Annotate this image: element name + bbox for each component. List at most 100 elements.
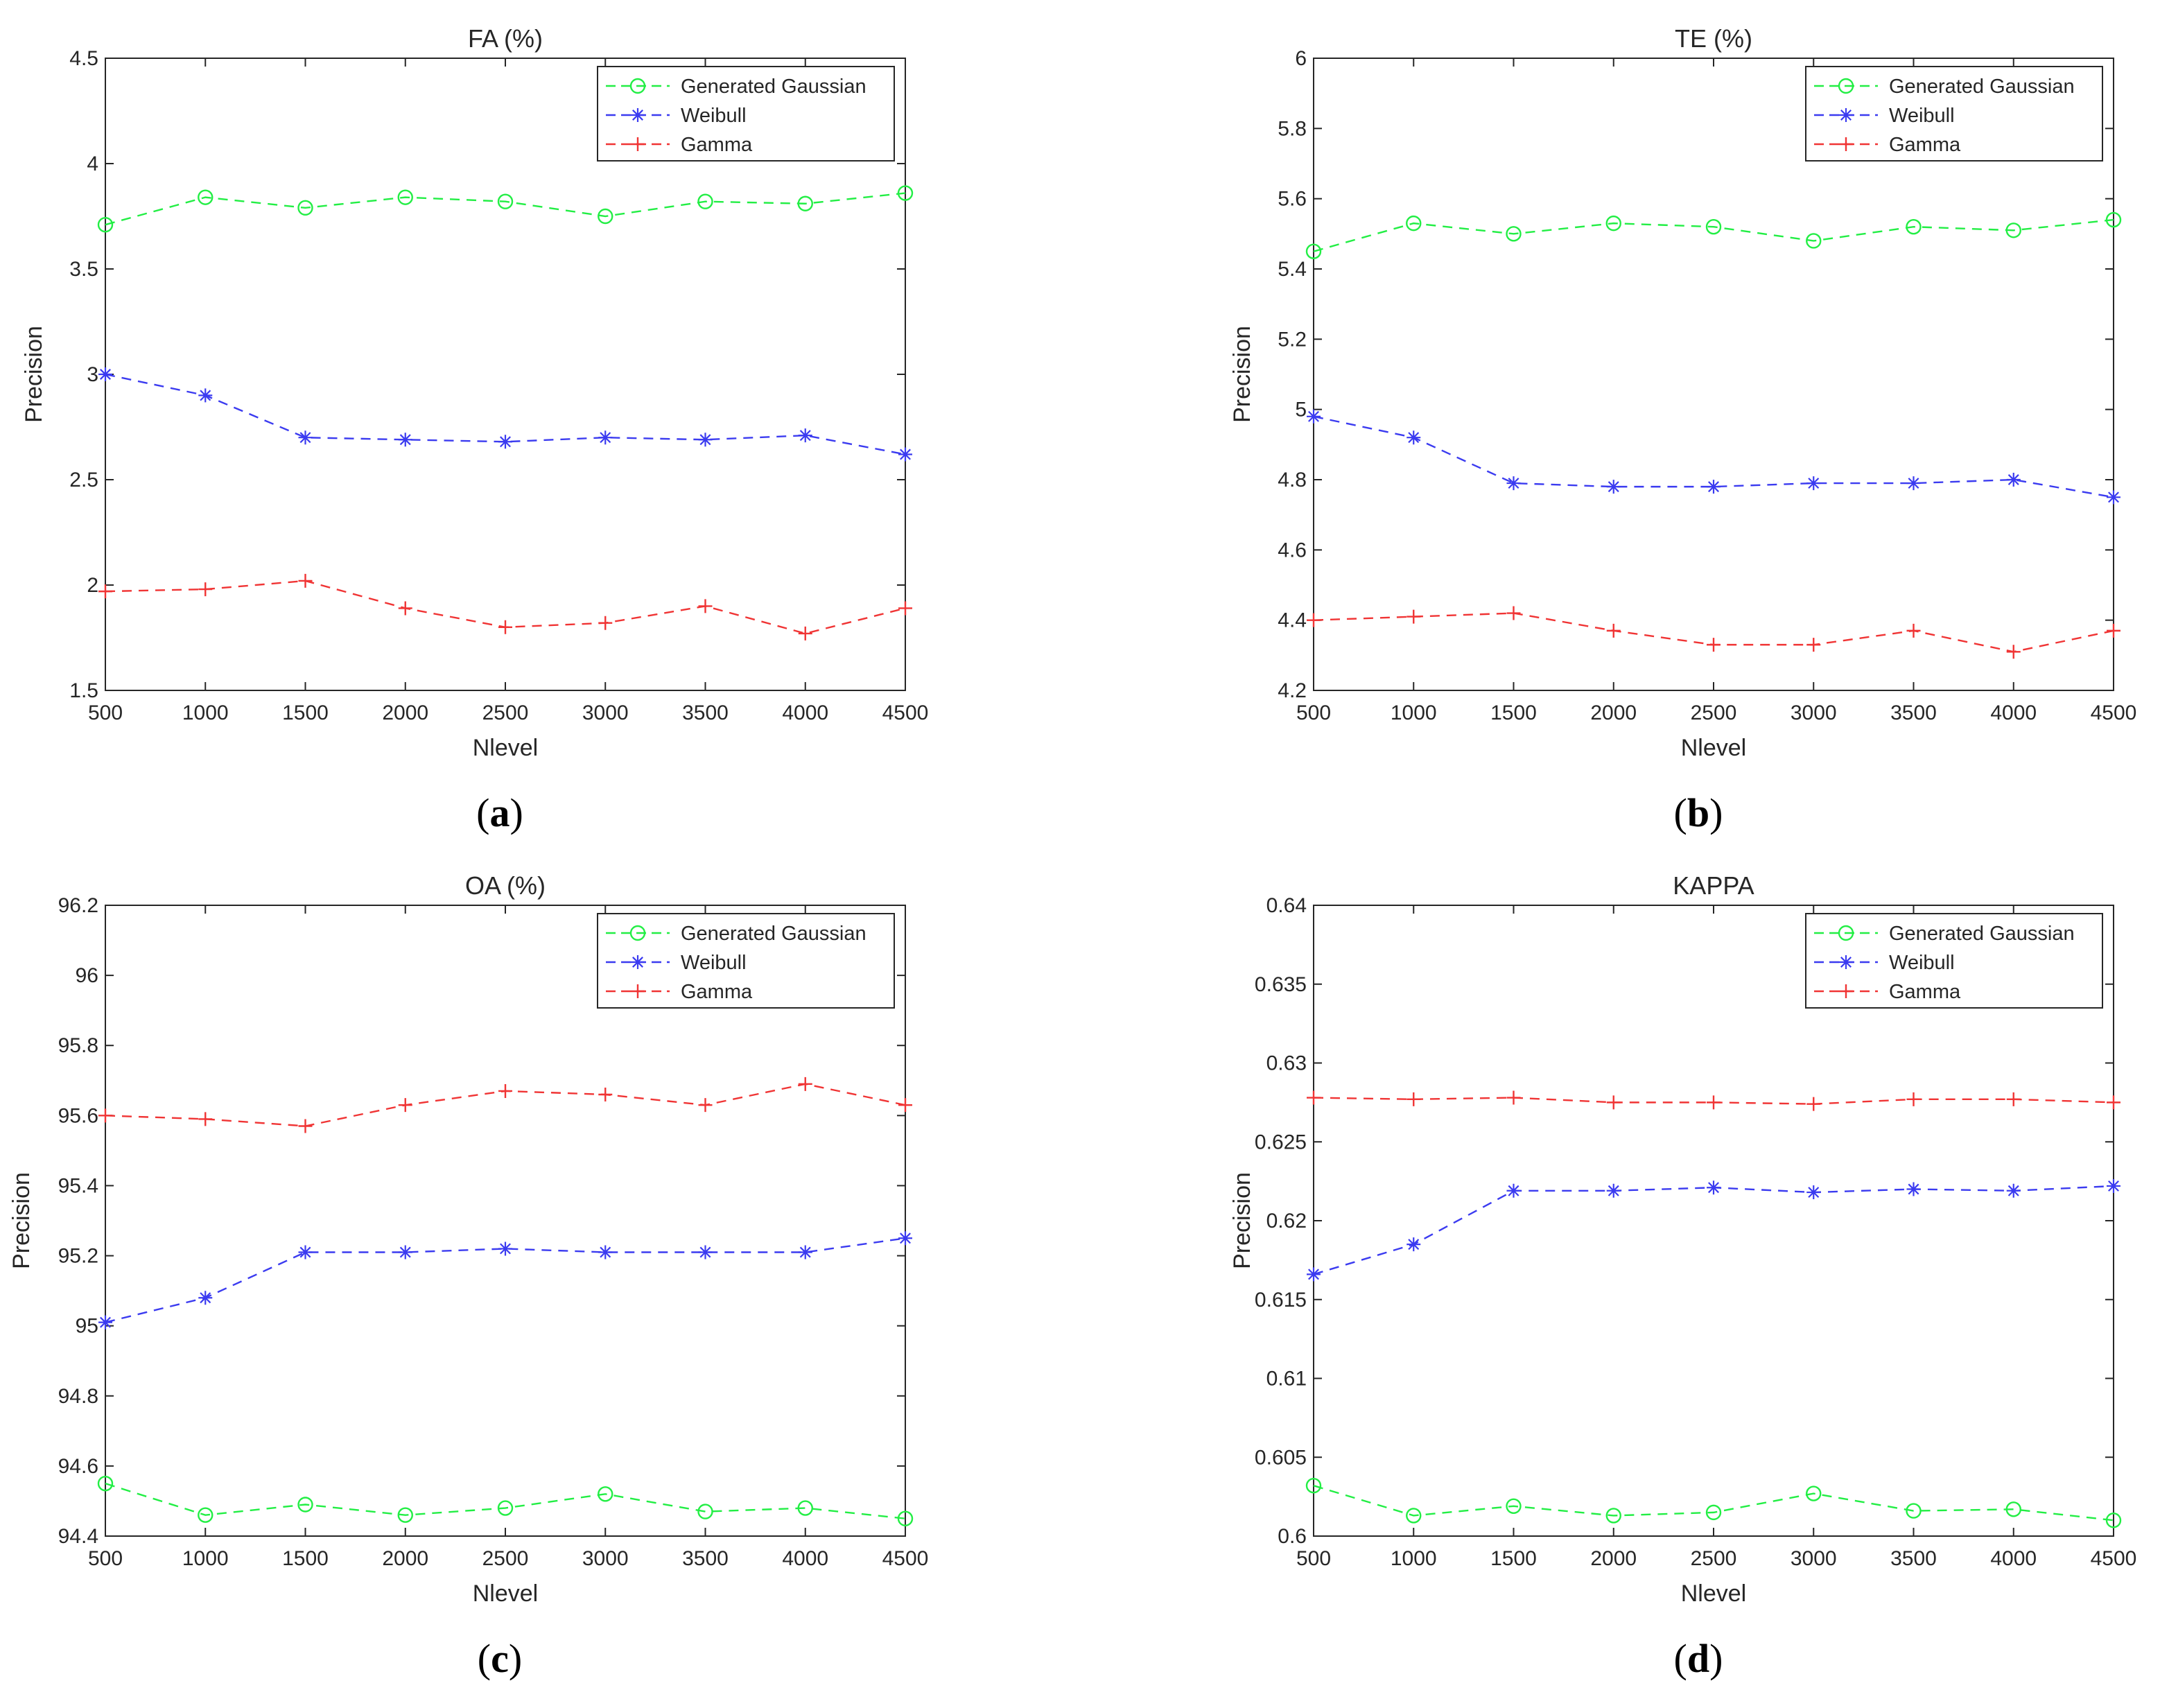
panel-label-letter: d bbox=[1687, 1636, 1709, 1681]
series-gaussian bbox=[97, 1475, 914, 1526]
y-tick-label: 2.5 bbox=[69, 469, 98, 491]
y-tick-label: 94.6 bbox=[58, 1455, 98, 1478]
y-tick-label: 4.6 bbox=[1278, 539, 1307, 561]
data-point-weibull bbox=[2107, 1178, 2120, 1193]
series-line-gaussian bbox=[105, 192, 906, 226]
y-axis-label: Precision bbox=[1229, 1172, 1255, 1269]
chart-panel-c: 94.4 94.6 94.8 95 95.2 95.4 95.6 95.8 96 96.2 500 1… bbox=[8, 871, 928, 1681]
data-point-gamma bbox=[898, 601, 912, 616]
data-point-gamma bbox=[798, 1077, 812, 1091]
data-point-gaussian bbox=[1806, 233, 1822, 249]
series-line-gaussian bbox=[1313, 1485, 2114, 1522]
data-point-weibull bbox=[1906, 1182, 1921, 1196]
data-point-gaussian bbox=[697, 193, 713, 209]
data-point-weibull bbox=[498, 1241, 512, 1256]
chart-panel-d: 0.6 0.605 0.61 0.615 0.62 0.625 0.63 0.635 0.64 5… bbox=[1229, 871, 2136, 1681]
x-tick-label: 2500 bbox=[482, 702, 529, 724]
series-gamma bbox=[98, 573, 912, 640]
plot-area-frame bbox=[1313, 905, 2114, 1537]
data-point-gamma bbox=[198, 1112, 213, 1126]
y-tick-label: 0.6 bbox=[1278, 1525, 1307, 1548]
series-gamma bbox=[98, 1077, 912, 1133]
legend: Generated Gaussian Weibull Gamma bbox=[597, 66, 895, 162]
x-axis-label: Nlevel bbox=[1681, 735, 1746, 761]
data-point-weibull bbox=[1406, 1237, 1421, 1252]
data-point-gamma bbox=[2006, 645, 2021, 659]
data-point-weibull bbox=[298, 1245, 313, 1260]
x-tick-label: 2500 bbox=[482, 1547, 529, 1570]
chart-title: OA (%) bbox=[465, 871, 546, 900]
data-point-gamma bbox=[1307, 1090, 1321, 1105]
x-tick-label: 1500 bbox=[282, 1547, 329, 1570]
y-tick-label: 95.2 bbox=[58, 1245, 98, 1268]
data-point-weibull bbox=[498, 435, 512, 449]
data-point-gaussian bbox=[198, 189, 214, 205]
y-tick-label: 0.62 bbox=[1266, 1210, 1307, 1232]
data-point-gaussian bbox=[1605, 215, 1621, 232]
y-tick-label: 3.5 bbox=[69, 258, 98, 281]
y-axis-label: Precision bbox=[21, 326, 47, 423]
data-point-gaussian bbox=[2005, 1501, 2021, 1517]
x-tick-label: 3000 bbox=[1791, 1547, 1837, 1570]
x-tick-label: 2000 bbox=[382, 1547, 428, 1570]
data-point-gaussian bbox=[1406, 215, 1422, 232]
x-tick-label: 4000 bbox=[1990, 702, 2037, 724]
x-tick-label: 4500 bbox=[882, 1547, 929, 1570]
series-weibull bbox=[1307, 409, 2120, 505]
y-tick-label: 96.2 bbox=[58, 894, 98, 917]
legend-marker-gamma bbox=[1839, 137, 1853, 151]
panel-label: (d) bbox=[1674, 1636, 1723, 1681]
y-tick-label: 5.4 bbox=[1278, 258, 1307, 281]
y-tick-label: 4.5 bbox=[69, 47, 98, 70]
x-tick-label: 4500 bbox=[2091, 1547, 2137, 1570]
data-point-gaussian bbox=[598, 208, 613, 225]
data-point-gaussian bbox=[2105, 211, 2122, 228]
y-axis-label: Precision bbox=[8, 1172, 35, 1269]
data-point-weibull bbox=[1906, 476, 1921, 491]
x-tick-label: 4500 bbox=[2091, 702, 2137, 724]
data-point-gamma bbox=[698, 1098, 713, 1113]
data-point-weibull bbox=[1307, 1267, 1321, 1282]
data-point-gaussian bbox=[797, 1500, 813, 1516]
x-tick-label: 500 bbox=[1296, 702, 1331, 724]
legend-box bbox=[597, 66, 895, 162]
data-point-gaussian bbox=[1906, 1503, 1922, 1519]
data-point-gamma bbox=[1506, 1090, 1521, 1105]
plot-area-frame bbox=[1313, 58, 2114, 691]
legend: Generated Gaussian Weibull Gamma bbox=[597, 913, 895, 1009]
data-point-weibull bbox=[798, 428, 812, 443]
data-point-gamma bbox=[1506, 606, 1521, 620]
y-tick-label: 95.6 bbox=[58, 1104, 98, 1127]
x-tick-label: 3500 bbox=[682, 1547, 729, 1570]
data-point-gamma bbox=[398, 601, 412, 616]
data-point-gaussian bbox=[1806, 1485, 1822, 1501]
data-point-weibull bbox=[198, 388, 213, 403]
legend-label-gamma: Gamma bbox=[1889, 981, 1961, 1003]
y-tick-label: 3 bbox=[87, 363, 98, 386]
x-axis-label: Nlevel bbox=[473, 1580, 538, 1607]
data-point-weibull bbox=[1707, 1180, 1721, 1195]
data-point-gamma bbox=[1806, 638, 1821, 652]
data-point-gaussian bbox=[97, 1475, 114, 1492]
x-tick-label: 3000 bbox=[582, 1547, 629, 1570]
y-tick-label: 1.5 bbox=[69, 679, 98, 702]
series-weibull bbox=[1307, 1178, 2120, 1282]
data-point-weibull bbox=[98, 367, 112, 381]
series-gaussian bbox=[97, 185, 914, 233]
y-tick-label: 95 bbox=[76, 1315, 98, 1338]
data-point-gaussian bbox=[497, 1500, 514, 1516]
x-tick-label: 4500 bbox=[882, 702, 929, 724]
x-tick-label: 1000 bbox=[1391, 702, 1437, 724]
panel-label-open: ( bbox=[1674, 1636, 1687, 1681]
data-point-gamma bbox=[498, 1083, 512, 1098]
x-tick-label: 3000 bbox=[1791, 702, 1837, 724]
data-point-weibull bbox=[1506, 1183, 1521, 1198]
data-point-weibull bbox=[1806, 1185, 1821, 1200]
legend-marker-gaussian bbox=[629, 78, 646, 94]
legend-label-weibull: Weibull bbox=[681, 105, 747, 127]
data-point-gamma bbox=[298, 1119, 313, 1133]
data-point-weibull bbox=[2006, 1183, 2021, 1198]
y-axis-label: Precision bbox=[1229, 326, 1255, 423]
data-point-weibull bbox=[1506, 476, 1521, 491]
